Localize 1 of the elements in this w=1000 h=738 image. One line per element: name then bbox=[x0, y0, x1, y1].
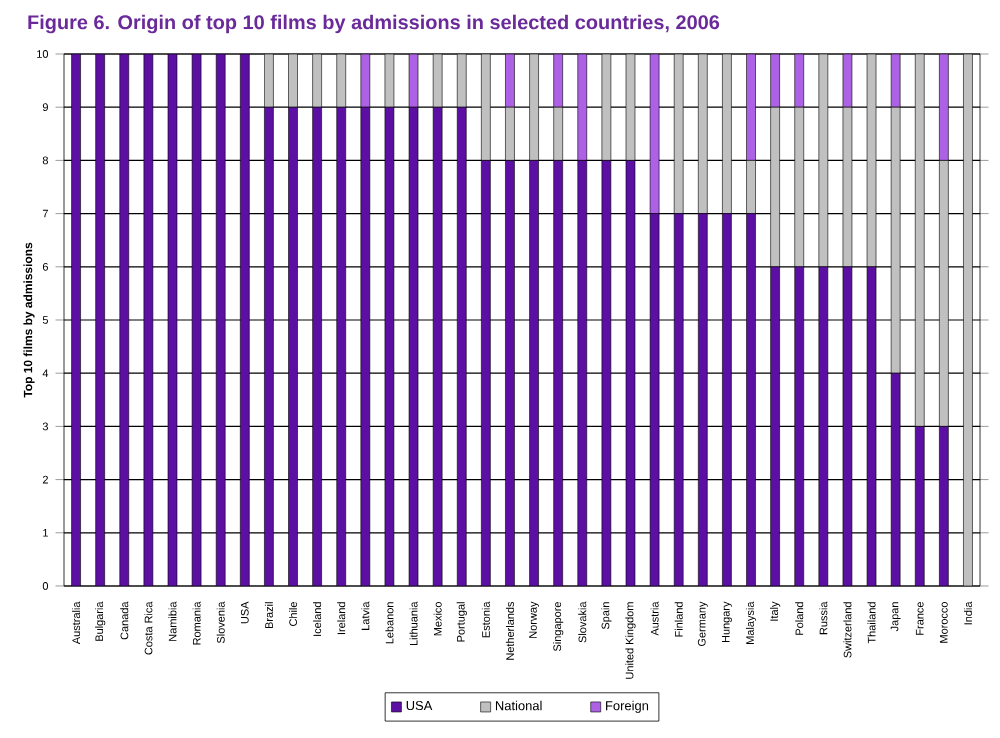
chart-title: Figure 6. Origin of top 10 films by admissions in selected countries, 2006 bbox=[28, 14, 720, 34]
